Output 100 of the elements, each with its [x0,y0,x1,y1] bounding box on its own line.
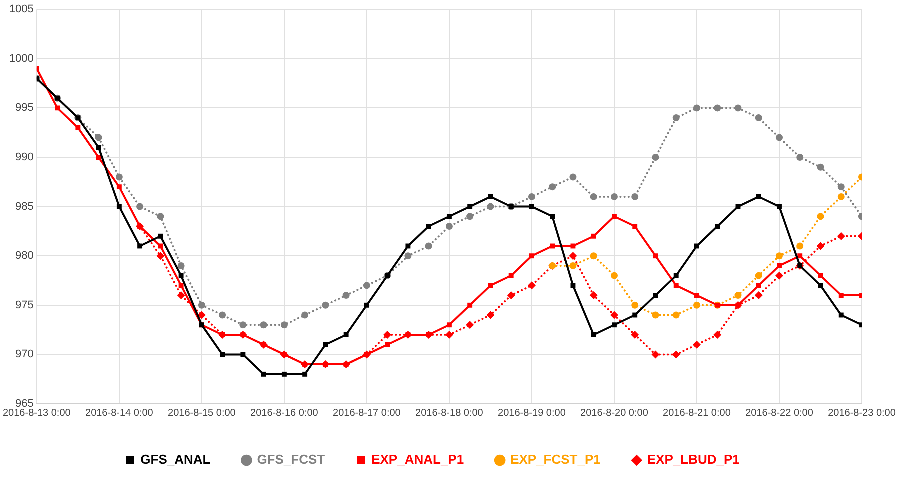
point [672,312,680,319]
point [694,293,700,298]
point [777,204,782,210]
point [529,254,534,259]
point [446,214,452,220]
x-tick-label: 2016-8-14 0:00 [86,408,154,419]
point [755,114,762,122]
point [528,193,536,200]
point [838,293,844,298]
point [694,244,700,249]
point [736,204,741,210]
point [570,262,577,270]
point [652,312,660,319]
point [260,322,268,329]
x-tick-label: 2016-8-22 0:00 [746,408,814,419]
point [652,350,660,359]
point [734,292,742,300]
point [776,134,783,142]
point [632,312,638,318]
point [178,273,184,278]
point [136,203,144,210]
point [674,273,679,278]
point [488,194,494,200]
point [653,293,658,298]
point [692,340,701,349]
point [116,184,122,190]
point [777,263,782,268]
point [755,272,762,280]
point [529,204,534,210]
point [363,282,370,290]
point [569,252,578,260]
point [157,213,164,220]
point [632,224,638,229]
point [282,372,287,377]
point [590,292,598,300]
point [591,234,596,239]
point [550,244,556,249]
point [487,203,494,210]
point [570,174,577,181]
point [715,224,720,229]
y-tick-label: 995 [16,102,34,114]
point [570,244,576,249]
point [426,224,432,229]
point [837,232,846,240]
point [425,242,432,250]
legend-label: EXP_ANAL_P1 [372,452,464,468]
point [445,330,454,339]
point [488,283,494,288]
point [302,372,308,377]
point [220,332,226,338]
point [342,292,350,300]
point [426,332,432,338]
x-tick-label: 2016-8-19 0:00 [498,408,566,419]
point [76,125,81,130]
point [302,312,309,319]
point [550,214,556,220]
point [240,322,247,329]
point [507,292,516,300]
point [818,283,824,288]
point [756,194,762,200]
point [158,234,164,239]
point [798,254,803,259]
point [322,302,330,309]
point [156,252,165,260]
y-tick-label: 970 [16,348,34,361]
point [672,114,680,122]
point [96,155,102,160]
point [612,214,617,220]
point [591,332,596,338]
point [818,273,824,278]
point [610,311,618,320]
point [734,104,742,112]
point [446,322,452,328]
point [158,244,164,249]
point [632,193,639,200]
x-tick-label: 2016-8-17 0:00 [333,408,402,419]
point [406,332,411,338]
point [96,145,102,150]
point [631,330,640,339]
point [508,273,514,278]
point [385,342,390,348]
point [652,154,660,161]
x-tick-label: 2016-8-20 0:00 [580,408,649,419]
point [693,302,700,309]
y-tick-label: 1005 [9,4,34,16]
point [261,372,266,377]
y-tick-label: 965 [16,398,34,410]
point [468,204,473,210]
point [693,104,700,112]
point [632,302,639,309]
legend-label: GFS_FCST [257,452,326,468]
point [55,106,60,111]
point [838,184,845,191]
x-tick-label: 2016-8-13 0:00 [2,408,72,419]
point [838,312,844,318]
point [756,283,762,288]
point [528,282,536,290]
legend-label: GFS_ANAL [140,452,211,468]
point [466,321,474,330]
point [796,154,804,161]
